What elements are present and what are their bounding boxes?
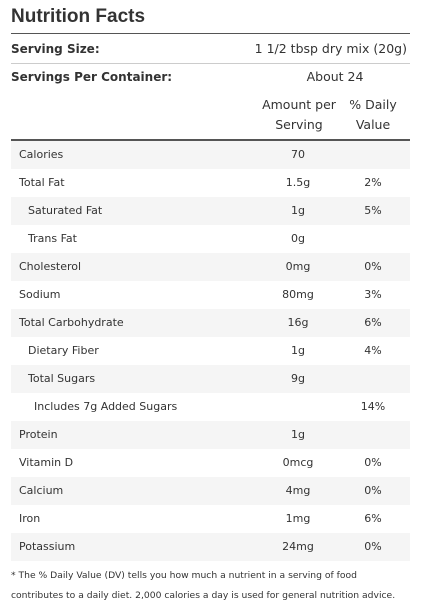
nutrient-name: Trans Fat xyxy=(28,232,77,245)
daily-value: 2% xyxy=(364,176,382,189)
rule xyxy=(11,33,410,34)
rule xyxy=(11,139,410,141)
amount: 16g xyxy=(287,316,309,329)
table-row: Calories 70 xyxy=(11,141,410,169)
nutrient-name: Calories xyxy=(19,148,64,161)
nutrient-name: Cholesterol xyxy=(19,260,82,273)
rule xyxy=(11,63,410,64)
column-header: Amount per Serving xyxy=(262,97,336,132)
amount: 1mg xyxy=(285,512,311,525)
nutrient-name: Total Sugars xyxy=(28,372,96,385)
daily-value: 0% xyxy=(364,540,382,553)
amount: 4mg xyxy=(285,484,311,497)
daily-value: 4% xyxy=(364,344,382,357)
table-row: Protein 1g xyxy=(11,421,410,449)
daily-value: 14% xyxy=(360,400,386,413)
daily-value: 6% xyxy=(364,316,382,329)
daily-value: 0% xyxy=(364,456,382,469)
nutrient-name: Potassium xyxy=(19,540,76,553)
nutrient-name: Dietary Fiber xyxy=(28,344,99,357)
column-header: % Daily Value xyxy=(349,97,397,132)
amount: 1g xyxy=(291,428,305,441)
nutrient-name: Iron xyxy=(19,512,41,525)
nutrient-name: Protein xyxy=(19,428,58,441)
serving-size-value: 1 1/2 tbsp dry mix (20g) xyxy=(254,41,407,56)
nutrient-name: Sodium xyxy=(19,288,61,301)
nutrient-name: Includes 7g Added Sugars xyxy=(34,400,178,413)
serving-size-label: Serving Size: xyxy=(11,42,100,56)
amount: 9g xyxy=(291,372,305,385)
servings-label: Servings Per Container: xyxy=(11,70,173,84)
nutrient-name: Saturated Fat xyxy=(28,204,103,217)
footnote: * The % Daily Value (DV) tells you how m… xyxy=(11,570,396,601)
table-row: Trans Fat 0g xyxy=(11,225,410,253)
amount: 80mg xyxy=(282,288,314,301)
table-row: Includes 7g Added Sugars 14% xyxy=(11,393,410,421)
table-row: Vitamin D 0mcg 0% xyxy=(11,449,410,477)
table-row: Calcium 4mg 0% xyxy=(11,477,410,505)
amount: 1.5g xyxy=(285,176,311,189)
amount: 1g xyxy=(291,344,305,357)
nutrient-name: Total Carbohydrate xyxy=(19,316,124,329)
amount: 1g xyxy=(291,204,305,217)
table-row: Cholesterol 0mg 0% xyxy=(11,253,410,281)
daily-value: 3% xyxy=(364,288,382,301)
servings-value: About 24 xyxy=(306,69,364,84)
daily-value: 5% xyxy=(364,204,382,217)
nutrient-name: Calcium xyxy=(19,484,64,497)
nutrient-name: Vitamin D xyxy=(19,456,74,469)
amount: 0mcg xyxy=(282,456,314,469)
nutrient-name: Total Fat xyxy=(19,176,65,189)
table-row: Dietary Fiber 1g 4% xyxy=(11,337,410,365)
table-row: Total Sugars 9g xyxy=(11,365,410,393)
amount: 0g xyxy=(291,232,305,245)
table-row: Total Fat 1.5g 2% xyxy=(11,169,410,197)
table-row: Saturated Fat 1g 5% xyxy=(11,197,410,225)
amount: 70 xyxy=(291,148,305,161)
daily-value: 0% xyxy=(364,484,382,497)
amount: 0mg xyxy=(285,260,311,273)
daily-value: 6% xyxy=(364,512,382,525)
daily-value: 0% xyxy=(364,260,382,273)
table-row: Iron 1mg 6% xyxy=(11,505,410,533)
table-row: Sodium 80mg 3% xyxy=(11,281,410,309)
table-row: Potassium 24mg 0% xyxy=(11,533,410,561)
amount: 24mg xyxy=(282,540,314,553)
table-row: Total Carbohydrate 16g 6% xyxy=(11,309,410,337)
title: Nutrition Facts xyxy=(11,6,146,27)
